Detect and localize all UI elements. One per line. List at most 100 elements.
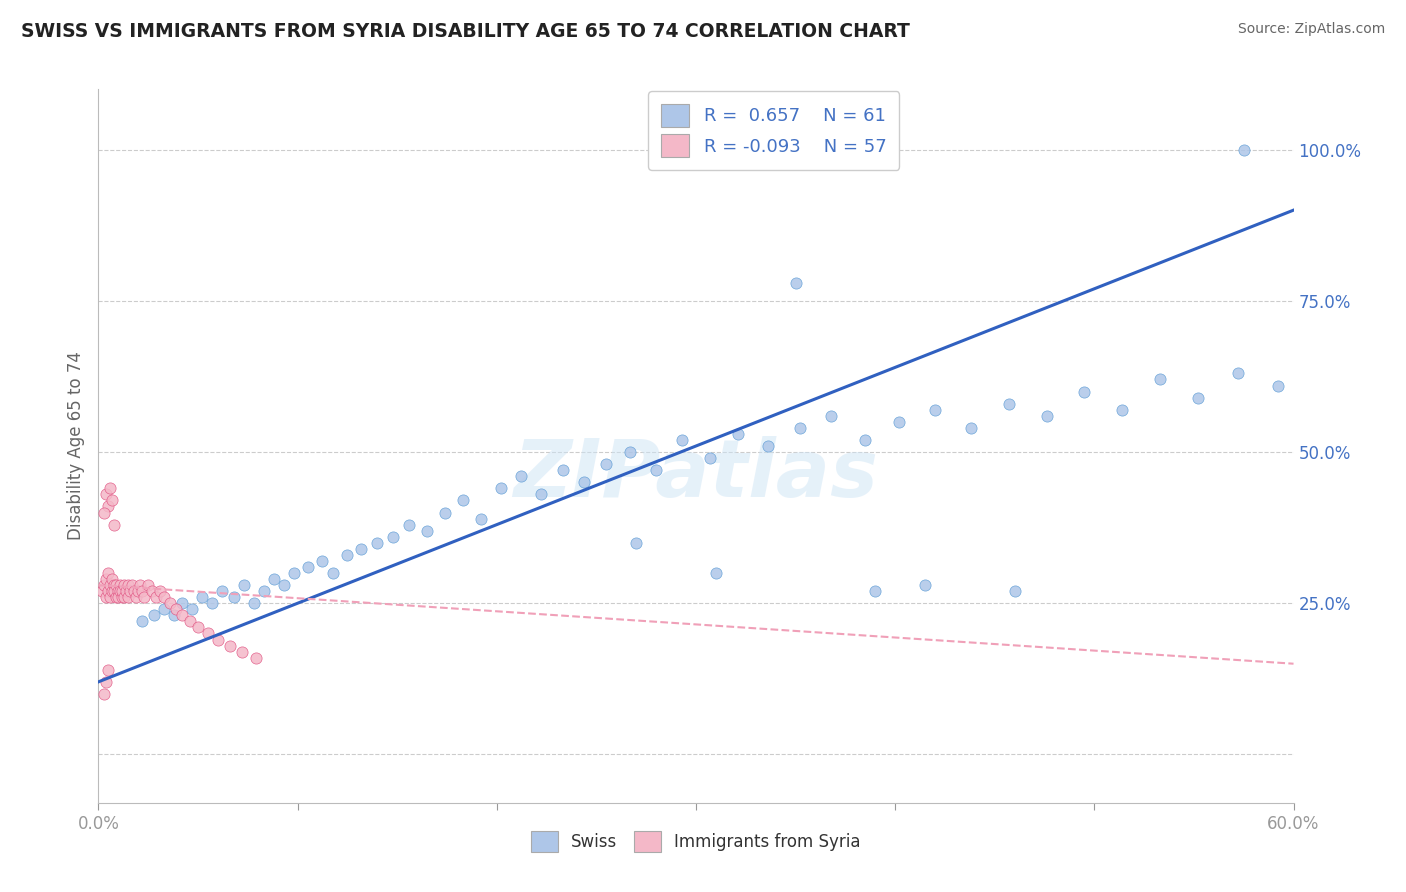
Point xyxy=(509,469,531,483)
Point xyxy=(671,433,693,447)
Point xyxy=(470,511,492,525)
Point xyxy=(101,584,124,599)
Point xyxy=(125,590,148,604)
Point xyxy=(311,554,333,568)
Point xyxy=(574,475,596,490)
Point xyxy=(103,517,125,532)
Point xyxy=(645,463,668,477)
Point xyxy=(124,584,146,599)
Point xyxy=(219,639,242,653)
Point xyxy=(727,426,749,441)
Point xyxy=(243,596,266,610)
Point xyxy=(232,578,254,592)
Point xyxy=(704,566,727,580)
Point xyxy=(103,584,125,599)
Point xyxy=(785,276,807,290)
Point xyxy=(924,402,946,417)
Legend: Swiss, Immigrants from Syria: Swiss, Immigrants from Syria xyxy=(524,824,868,859)
Point xyxy=(865,584,887,599)
Point xyxy=(489,481,512,495)
Point xyxy=(110,584,132,599)
Point xyxy=(322,566,344,580)
Point xyxy=(1004,584,1026,599)
Point xyxy=(451,493,474,508)
Point xyxy=(179,615,201,629)
Point xyxy=(111,584,134,599)
Point xyxy=(530,487,553,501)
Point xyxy=(181,602,204,616)
Point xyxy=(231,645,253,659)
Point xyxy=(121,578,143,592)
Point xyxy=(187,620,209,634)
Point xyxy=(117,578,139,592)
Point xyxy=(211,584,233,599)
Point xyxy=(245,650,267,665)
Point xyxy=(163,608,186,623)
Point xyxy=(112,590,135,604)
Point xyxy=(1073,384,1095,399)
Point xyxy=(101,572,124,586)
Point xyxy=(382,530,405,544)
Point xyxy=(336,548,359,562)
Point xyxy=(626,535,648,549)
Point xyxy=(120,584,142,599)
Point xyxy=(96,572,118,586)
Point xyxy=(93,687,115,701)
Point xyxy=(960,421,983,435)
Point xyxy=(105,590,128,604)
Point xyxy=(283,566,305,580)
Point xyxy=(97,584,120,599)
Point xyxy=(110,578,132,592)
Point xyxy=(91,584,114,599)
Point xyxy=(853,433,876,447)
Point xyxy=(207,632,229,647)
Point xyxy=(97,663,120,677)
Point xyxy=(201,596,224,610)
Point xyxy=(153,602,176,616)
Point xyxy=(172,608,194,623)
Point xyxy=(115,584,138,599)
Point xyxy=(191,590,214,604)
Point xyxy=(197,626,219,640)
Point xyxy=(551,463,574,477)
Point xyxy=(97,500,120,514)
Point xyxy=(98,590,122,604)
Point xyxy=(1149,372,1171,386)
Point xyxy=(1111,402,1133,417)
Point xyxy=(914,578,936,592)
Point xyxy=(253,584,276,599)
Point xyxy=(1226,367,1249,381)
Point xyxy=(619,445,641,459)
Point xyxy=(107,590,129,604)
Point xyxy=(105,578,128,592)
Point xyxy=(93,506,115,520)
Point xyxy=(149,584,172,599)
Point xyxy=(131,584,153,599)
Point xyxy=(131,615,153,629)
Point xyxy=(997,397,1019,411)
Point xyxy=(107,584,129,599)
Point xyxy=(398,517,420,532)
Point xyxy=(98,578,122,592)
Point xyxy=(153,590,176,604)
Y-axis label: Disability Age 65 to 74: Disability Age 65 to 74 xyxy=(66,351,84,541)
Point xyxy=(263,572,285,586)
Point xyxy=(350,541,373,556)
Text: SWISS VS IMMIGRANTS FROM SYRIA DISABILITY AGE 65 TO 74 CORRELATION CHART: SWISS VS IMMIGRANTS FROM SYRIA DISABILIT… xyxy=(21,22,910,41)
Text: ZIPatlas: ZIPatlas xyxy=(513,435,879,514)
Text: Source: ZipAtlas.com: Source: ZipAtlas.com xyxy=(1237,22,1385,37)
Point xyxy=(366,535,388,549)
Point xyxy=(112,578,135,592)
Point xyxy=(789,421,811,435)
Point xyxy=(111,590,134,604)
Point xyxy=(117,590,139,604)
Point xyxy=(101,493,124,508)
Point xyxy=(1233,143,1256,157)
Point xyxy=(145,590,167,604)
Point xyxy=(165,602,187,616)
Point xyxy=(416,524,439,538)
Point xyxy=(98,481,122,495)
Point xyxy=(699,451,721,466)
Point xyxy=(273,578,295,592)
Point xyxy=(127,584,149,599)
